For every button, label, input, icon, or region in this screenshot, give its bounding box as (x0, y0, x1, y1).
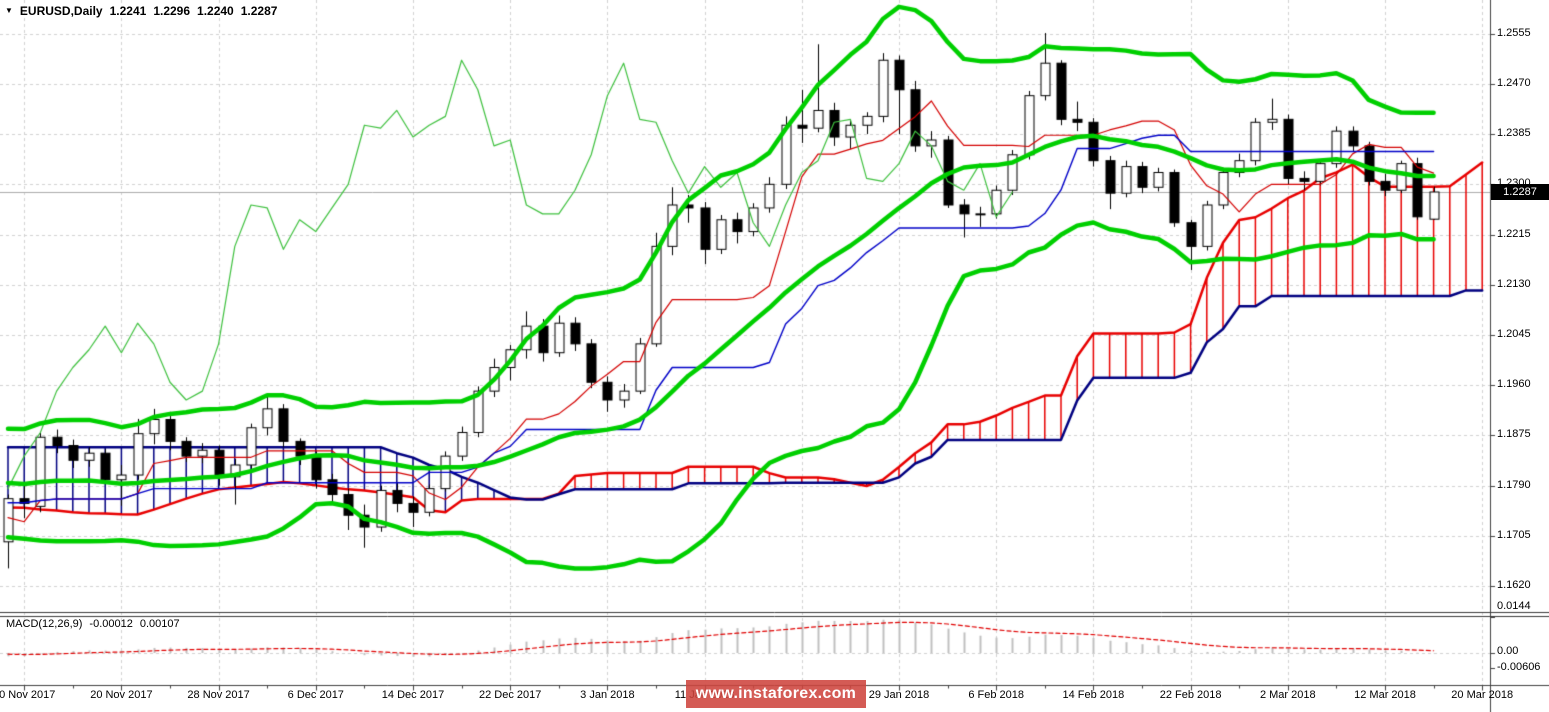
macd-axis-label: -0.00606 (1497, 661, 1541, 673)
macd-indicator-label: MACD(12,26,9) -0.00012 0.00107 (6, 618, 180, 630)
date-axis-label: 22 Dec 2017 (478, 689, 542, 701)
ohlc-high-value: 1.2296 (153, 4, 191, 18)
macd-signal-value: 0.00107 (139, 618, 180, 630)
date-axis-label: 28 Nov 2017 (187, 689, 250, 701)
price-axis-label: 1.2045 (1497, 328, 1531, 340)
chart-header: ▼ EURUSD,Daily 1.2241 1.2296 1.2240 1.22… (5, 4, 277, 18)
date-axis-label: 29 Jan 2018 (868, 689, 930, 701)
price-axis-label: 1.2130 (1497, 278, 1531, 290)
price-axis-label: 1.1705 (1497, 529, 1531, 541)
date-axis-label: 20 Mar 2018 (1451, 689, 1514, 701)
current-price-box: 1.2287 (1491, 184, 1549, 200)
ohlc-close-value: 1.2287 (240, 4, 278, 18)
macd-value: -0.00012 (89, 618, 133, 630)
date-axis-label: 20 Nov 2017 (90, 689, 153, 701)
price-axis-label: 1.2470 (1497, 77, 1531, 89)
date-axis-label: 6 Feb 2018 (968, 689, 1025, 701)
ohlc-open-value: 1.2241 (109, 4, 147, 18)
price-axis-label: 1.1875 (1497, 428, 1531, 440)
date-axis-label: 10 Nov 2017 (0, 689, 56, 701)
date-axis-label: 12 Mar 2018 (1354, 689, 1416, 701)
price-axis-label: 1.2215 (1497, 228, 1531, 240)
date-axis-label: 14 Dec 2017 (381, 689, 445, 701)
date-axis-label: 22 Feb 2018 (1159, 689, 1222, 701)
price-axis-label: 1.2555 (1497, 27, 1531, 39)
price-axis-label: 1.1960 (1497, 378, 1531, 390)
price-axis-label: 1.1790 (1497, 479, 1531, 491)
instaforex-watermark[interactable]: www.instaforex.com (686, 680, 866, 708)
macd-axis-label: 0.0144 (1497, 600, 1531, 612)
date-axis-label: 2 Mar 2018 (1259, 689, 1316, 701)
date-axis-label: 3 Jan 2018 (580, 689, 635, 701)
ohlc-low-value: 1.2240 (197, 4, 234, 18)
date-axis-label: 14 Feb 2018 (1062, 689, 1125, 701)
symbol-dropdown-marker-icon[interactable]: ▼ (5, 6, 13, 15)
macd-axis-label: 0.00 (1497, 645, 1519, 657)
price-axis-label: 1.1620 (1497, 579, 1531, 591)
date-axis-label: 6 Dec 2017 (287, 689, 344, 701)
price-axis-label: 1.2385 (1497, 127, 1531, 139)
macd-name: MACD(12,26,9) (6, 618, 83, 630)
symbol-period-label: EURUSD,Daily (19, 4, 103, 18)
